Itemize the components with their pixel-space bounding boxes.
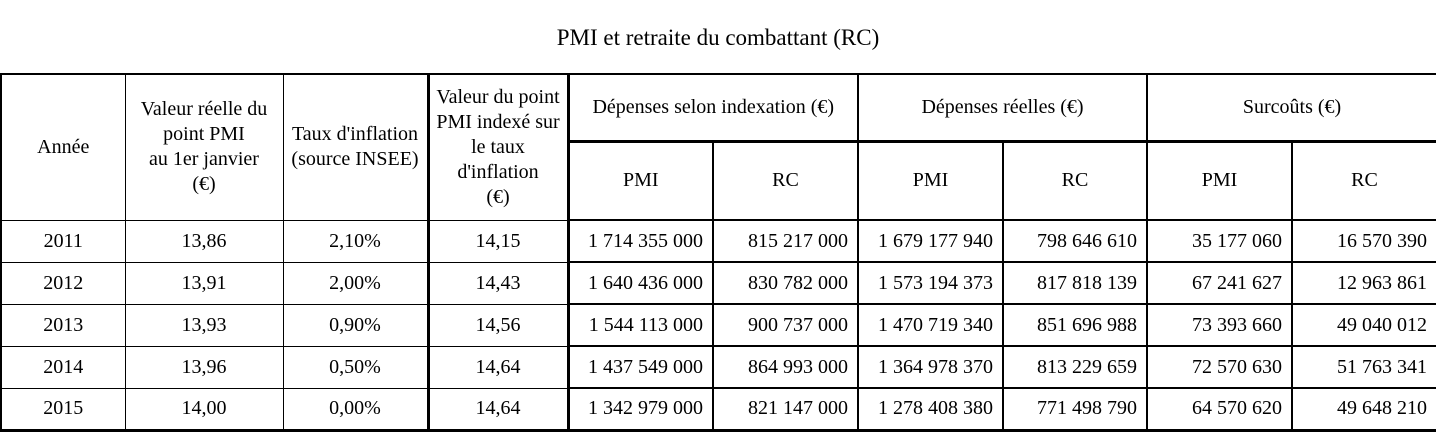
- table-row: 2014 13,96 0,50% 14,64 1 437 549 000 864…: [0, 345, 1436, 389]
- cell-taux-inflation: 2,00%: [282, 261, 429, 305]
- col-header-taux-inflation: Taux d'inflation (source INSEE): [282, 73, 429, 221]
- cell-surcout-pmi: 72 570 630: [1146, 345, 1294, 389]
- cell-taux-inflation: 0,90%: [282, 303, 429, 347]
- cell-dep-index-rc: 821 147 000: [711, 387, 860, 431]
- cell-surcout-pmi: 64 570 620: [1146, 387, 1294, 431]
- header-sub-row: PMI RC PMI RC PMI RC: [1, 140, 1436, 221]
- cell-valeur-reelle: 13,93: [124, 303, 284, 347]
- sub-header-pmi-indexation: PMI: [566, 140, 714, 221]
- sub-header-rc-surcouts: RC: [1291, 140, 1436, 221]
- cell-annee: 2012: [0, 261, 126, 305]
- cell-dep-index-rc: 864 993 000: [711, 345, 860, 389]
- cell-dep-reel-rc: 798 646 610: [1002, 219, 1149, 263]
- cell-valeur-indexee: 14,43: [426, 261, 569, 305]
- table-row: 2011 13,86 2,10% 14,15 1 714 355 000 815…: [0, 219, 1436, 263]
- header-group-row: Année Valeur réelle du point PMI au 1er …: [0, 73, 1436, 221]
- cell-annee: 2015: [0, 387, 126, 431]
- cell-valeur-indexee: 14,64: [426, 345, 569, 389]
- cell-dep-index-pmi: 1 640 436 000: [566, 261, 714, 305]
- cell-dep-reel-pmi: 1 573 194 373: [857, 261, 1005, 305]
- cell-dep-index-pmi: 1 714 355 000: [566, 219, 714, 263]
- sub-header-rc-reelles: RC: [1002, 140, 1149, 221]
- cell-dep-reel-pmi: 1 470 719 340: [857, 303, 1005, 347]
- cell-surcout-rc: 16 570 390: [1291, 219, 1436, 263]
- cell-dep-index-pmi: 1 342 979 000: [566, 387, 714, 431]
- cell-surcout-rc: 12 963 861: [1291, 261, 1436, 305]
- cell-annee: 2013: [0, 303, 126, 347]
- table-row: 2012 13,91 2,00% 14,43 1 640 436 000 830…: [0, 261, 1436, 305]
- table-row: 2013 13,93 0,90% 14,56 1 544 113 000 900…: [0, 303, 1436, 347]
- group-header-depenses-indexation: Dépenses selon indexation (€): [566, 73, 860, 143]
- col-header-annee: Année: [0, 73, 126, 221]
- cell-taux-inflation: 0,00%: [282, 387, 429, 431]
- col-header-valeur-reelle: Valeur réelle du point PMI au 1er janvie…: [124, 73, 284, 221]
- cell-surcout-rc: 49 040 012: [1291, 303, 1436, 347]
- cell-dep-reel-rc: 817 818 139: [1002, 261, 1149, 305]
- cell-valeur-reelle: 13,86: [124, 219, 284, 263]
- cell-dep-index-pmi: 1 437 549 000: [566, 345, 714, 389]
- sub-header-pmi-surcouts: PMI: [1146, 140, 1294, 221]
- cell-dep-reel-pmi: 1 679 177 940: [857, 219, 1005, 263]
- pmi-rc-table: Année Valeur réelle du point PMI au 1er …: [0, 73, 1436, 432]
- cell-valeur-indexee: 14,64: [426, 387, 569, 431]
- cell-surcout-rc: 51 763 341: [1291, 345, 1436, 389]
- cell-annee: 2011: [0, 219, 126, 263]
- cell-valeur-reelle: 13,96: [124, 345, 284, 389]
- cell-annee: 2014: [0, 345, 126, 389]
- cell-dep-index-rc: 815 217 000: [711, 219, 860, 263]
- cell-valeur-indexee: 14,15: [426, 219, 569, 263]
- cell-dep-reel-pmi: 1 364 978 370: [857, 345, 1005, 389]
- table-row: 2015 14,00 0,00% 14,64 1 342 979 000 821…: [0, 387, 1436, 431]
- cell-surcout-rc: 49 648 210: [1291, 387, 1436, 431]
- cell-dep-reel-rc: 813 229 659: [1002, 345, 1149, 389]
- cell-dep-index-rc: 830 782 000: [711, 261, 860, 305]
- cell-taux-inflation: 0,50%: [282, 345, 429, 389]
- cell-dep-index-rc: 900 737 000: [711, 303, 860, 347]
- sub-header-rc-indexation: RC: [711, 140, 860, 221]
- page-title: PMI et retraite du combattant (RC): [556, 25, 880, 50]
- col-header-valeur-indexee: Valeur du point PMI indexé sur le taux d…: [426, 73, 569, 221]
- cell-surcout-pmi: 67 241 627: [1146, 261, 1294, 305]
- cell-valeur-indexee: 14,56: [426, 303, 569, 347]
- cell-valeur-reelle: 14,00: [124, 387, 284, 431]
- cell-taux-inflation: 2,10%: [282, 219, 429, 263]
- cell-valeur-reelle: 13,91: [124, 261, 284, 305]
- cell-dep-index-pmi: 1 544 113 000: [566, 303, 714, 347]
- cell-dep-reel-rc: 851 696 988: [1002, 303, 1149, 347]
- sub-header-pmi-reelles: PMI: [857, 140, 1005, 221]
- cell-surcout-pmi: 73 393 660: [1146, 303, 1294, 347]
- cell-dep-reel-pmi: 1 278 408 380: [857, 387, 1005, 431]
- group-header-surcouts: Surcoûts (€): [1146, 73, 1436, 143]
- cell-surcout-pmi: 35 177 060: [1146, 219, 1294, 263]
- group-header-depenses-reelles: Dépenses réelles (€): [857, 73, 1149, 143]
- cell-dep-reel-rc: 771 498 790: [1002, 387, 1149, 431]
